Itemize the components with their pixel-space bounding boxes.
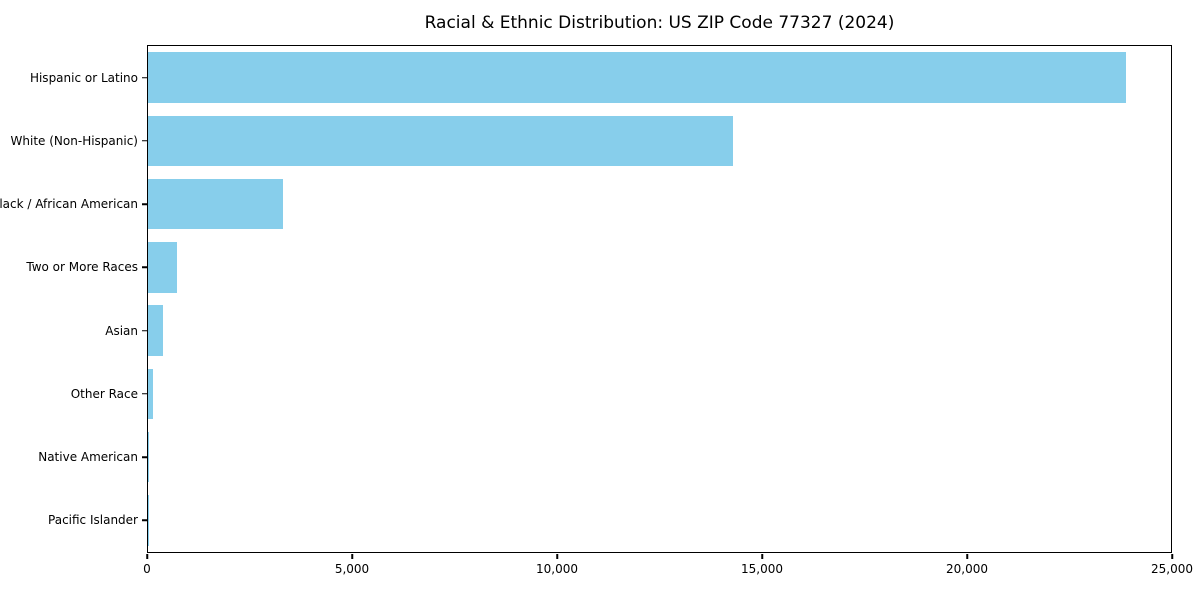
category-label: Pacific Islander (48, 513, 138, 528)
y-tick-mark (142, 76, 147, 79)
bar-row: White (Non-Hispanic) (11, 109, 1171, 172)
bar-row: Two or More Races (26, 236, 1171, 299)
x-tick-label: 5,000 (334, 562, 370, 576)
category-label: Two or More Races (26, 260, 138, 275)
x-tick-label: 0 (143, 562, 151, 576)
category-label: Black / African American (0, 197, 138, 212)
x-axis: 0 5,000 10,000 15,000 20,000 25,000 (143, 553, 1193, 593)
bar (148, 115, 734, 167)
bar-row: Other Race (71, 362, 1171, 425)
y-tick-mark (142, 266, 147, 269)
y-tick-mark (142, 519, 147, 522)
x-tick-mark (556, 554, 558, 559)
bar (148, 242, 177, 293)
bar (148, 431, 149, 483)
y-tick-mark (142, 140, 147, 142)
bar-row: Asian (105, 299, 1171, 362)
x-tick-mark (966, 554, 968, 559)
x-tick-label: 10,000 (536, 562, 578, 576)
bar-row: Hispanic or Latino (30, 46, 1171, 109)
category-label: Other Race (70, 386, 138, 401)
plot-area: Hispanic or Latino White (Non-Hispanic) Bl… (0, 45, 1172, 553)
category-label: White (Non-Hispanic) (10, 133, 138, 148)
category-label: Asian (105, 323, 138, 338)
bar (148, 52, 1126, 103)
x-tick-mark (146, 554, 148, 559)
category-label: Native American (38, 450, 138, 465)
x-tick-mark (1171, 554, 1173, 559)
y-tick-mark (142, 456, 147, 458)
chart-title: Racial & Ethnic Distribution: US ZIP Cod… (424, 13, 895, 33)
bar (148, 368, 153, 420)
bar (148, 305, 164, 356)
bar-row: Black / African American (0, 173, 1171, 236)
bar (148, 178, 284, 230)
y-tick-mark (142, 203, 147, 205)
x-tick-label: 25,000 (1151, 562, 1193, 576)
x-tick-label: 15,000 (741, 562, 783, 576)
bar-row: Native American (38, 426, 1171, 489)
category-label: Hispanic or Latino (29, 70, 138, 85)
y-tick-mark (142, 393, 147, 395)
bar-row: Pacific Islander (48, 489, 1171, 552)
x-tick-mark (761, 554, 763, 559)
x-tick-label: 20,000 (946, 562, 988, 576)
y-tick-mark (142, 329, 147, 332)
x-tick-mark (351, 554, 353, 559)
